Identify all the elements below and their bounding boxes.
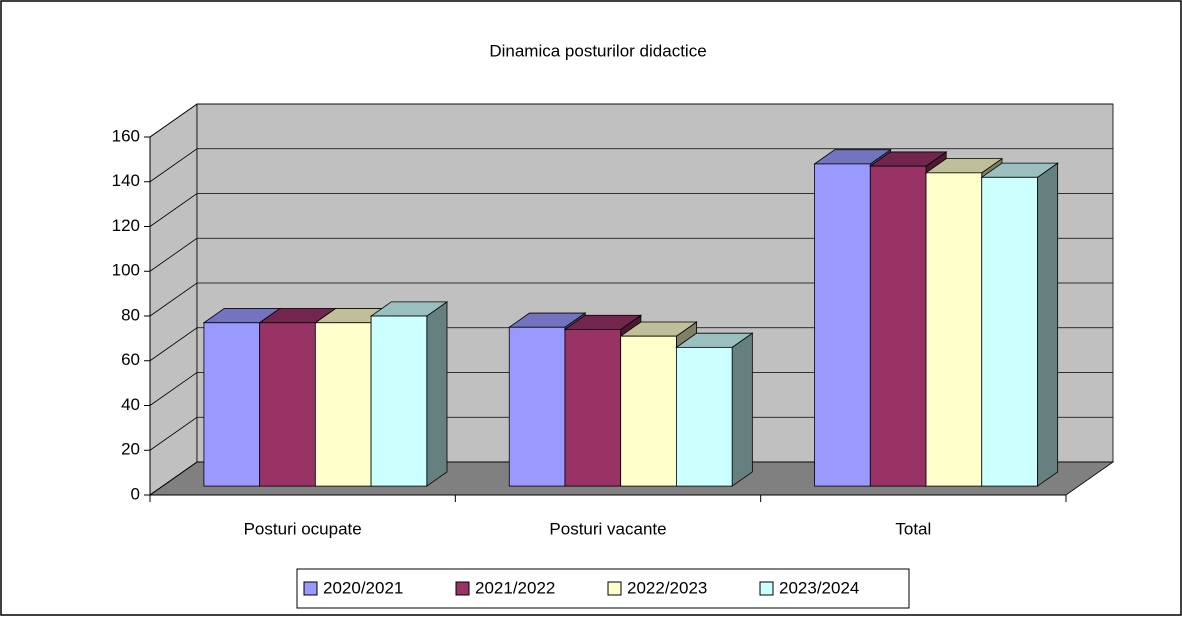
legend-swatch: [303, 581, 318, 596]
grid-line: [149, 193, 1113, 227]
legend-label: 2021/2022: [475, 578, 555, 597]
x-tick-label: Posturi vacante: [549, 519, 666, 538]
y-tick-label: 80: [121, 305, 140, 324]
bar: [925, 172, 983, 487]
bar: [676, 346, 733, 487]
y-tick-label: 20: [121, 440, 140, 459]
grid-line: [149, 282, 1113, 317]
y-tick-label: 160: [112, 126, 140, 145]
chart-title: Dinamica posturilor didactice: [489, 41, 706, 60]
y-tick-label: 40: [121, 395, 140, 414]
bar: [370, 315, 428, 487]
legend-label: 2020/2021: [323, 578, 403, 597]
grid-line: [149, 416, 1113, 451]
bar-side: [731, 332, 753, 487]
bar-side: [1037, 162, 1059, 487]
legend-swatch: [759, 581, 774, 596]
y-tick-label: 0: [131, 484, 140, 503]
grid-line: [149, 327, 1113, 362]
bar: [869, 165, 927, 487]
y-tick-label: 100: [112, 261, 140, 280]
legend-label: 2023/2024: [779, 578, 859, 597]
legend-label: 2022/2023: [627, 578, 707, 597]
bar-side: [426, 301, 448, 487]
grid-line: [149, 372, 1113, 406]
bar: [814, 163, 871, 487]
x-tick-label: Posturi ocupate: [244, 519, 362, 538]
bar: [981, 176, 1038, 487]
grid-line: [149, 148, 1113, 183]
bar: [620, 335, 677, 487]
bar: [564, 329, 622, 487]
bar: [203, 322, 261, 487]
legend: [296, 568, 910, 609]
bar: [259, 322, 316, 487]
y-tick-label: 120: [112, 216, 140, 235]
legend-swatch: [607, 581, 622, 596]
grid-line: [149, 103, 1113, 138]
grid-line: [149, 461, 1113, 496]
y-tick-label: 60: [121, 350, 140, 369]
y-tick-label: 140: [112, 171, 140, 190]
bar: [508, 326, 566, 487]
grid-line: [149, 237, 1113, 272]
legend-swatch: [455, 581, 470, 596]
x-tick-label: Total: [895, 519, 931, 538]
bar: [314, 322, 372, 487]
